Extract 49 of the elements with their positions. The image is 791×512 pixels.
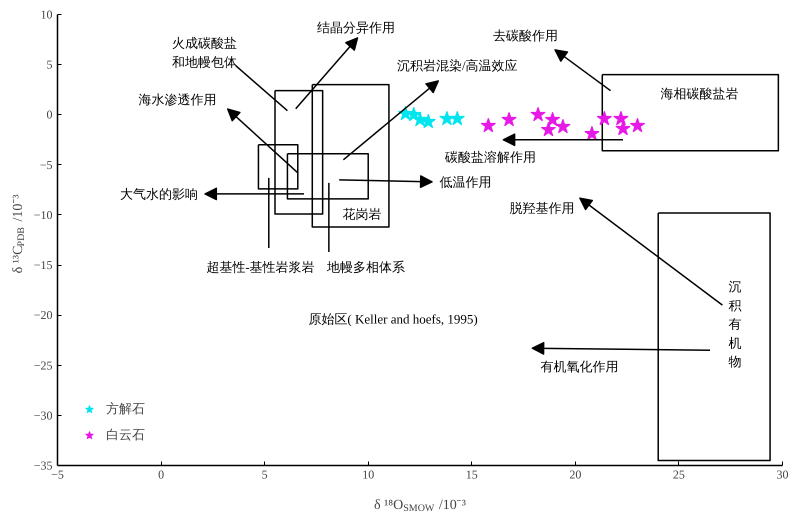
- legend-label: 白云石: [106, 426, 145, 444]
- y-tick-label: −35: [34, 458, 53, 472]
- annotation: 海相碳酸盐岩: [660, 86, 739, 102]
- annotation: 沉积有机物: [728, 279, 742, 370]
- annotation: 大气水的影响: [120, 186, 198, 202]
- x-tick-label: 20: [569, 468, 582, 482]
- x-tick-label: 25: [672, 468, 685, 482]
- point: [630, 118, 646, 132]
- point: [596, 110, 612, 126]
- point: [540, 122, 556, 136]
- annotation: 原始区( Keller and hoefs, 1995): [308, 312, 478, 327]
- annotation: 火成碳酸盐和地幔包体: [172, 36, 238, 70]
- point: [480, 118, 496, 132]
- point: [584, 126, 600, 140]
- annotation: 超基性-基性岩浆岩: [206, 260, 315, 275]
- legend-label: 方解石: [106, 400, 145, 418]
- y-tick-label: 5: [46, 58, 52, 72]
- point: [501, 112, 517, 126]
- y-tick-label: −5: [40, 158, 53, 172]
- annotation: 沉积岩混染/高温效应: [396, 58, 518, 74]
- point: [412, 112, 428, 126]
- annotation: 碳酸盐溶解作用: [444, 149, 536, 164]
- x-tick-label: 10: [362, 468, 374, 482]
- point: [450, 110, 465, 126]
- annotation: 低温作用: [440, 174, 492, 190]
- y-tick-label: −25: [34, 358, 53, 372]
- point: [613, 110, 629, 126]
- annotation: 去碳酸作用: [493, 28, 558, 44]
- y-axis-title: δ ¹³CPDB/10⁻³: [11, 194, 27, 274]
- annotation: 有机氧化作用: [540, 358, 618, 374]
- y-tick-label: −20: [34, 308, 53, 322]
- point: [439, 110, 455, 126]
- annotation: 结晶分异作用: [316, 20, 395, 36]
- point: [530, 106, 546, 122]
- point: [555, 118, 571, 134]
- x-tick-label: 5: [262, 468, 268, 482]
- x-tick-label: 30: [776, 468, 788, 482]
- annotation: 海水渗透作用: [138, 92, 217, 108]
- annotation: 脱羟基作用: [510, 200, 575, 216]
- annotation: 地幔多相体系: [326, 260, 406, 275]
- point: [544, 112, 560, 126]
- y-tick-label: 10: [40, 8, 52, 22]
- y-tick-label: −15: [34, 258, 53, 272]
- y-tick-label: −10: [34, 208, 53, 222]
- y-tick-label: −30: [34, 408, 53, 422]
- x-tick-label: 0: [158, 468, 164, 482]
- y-tick-label: 0: [46, 108, 52, 122]
- x-tick-label: 15: [466, 468, 478, 482]
- annotation: 花岗岩: [342, 206, 382, 222]
